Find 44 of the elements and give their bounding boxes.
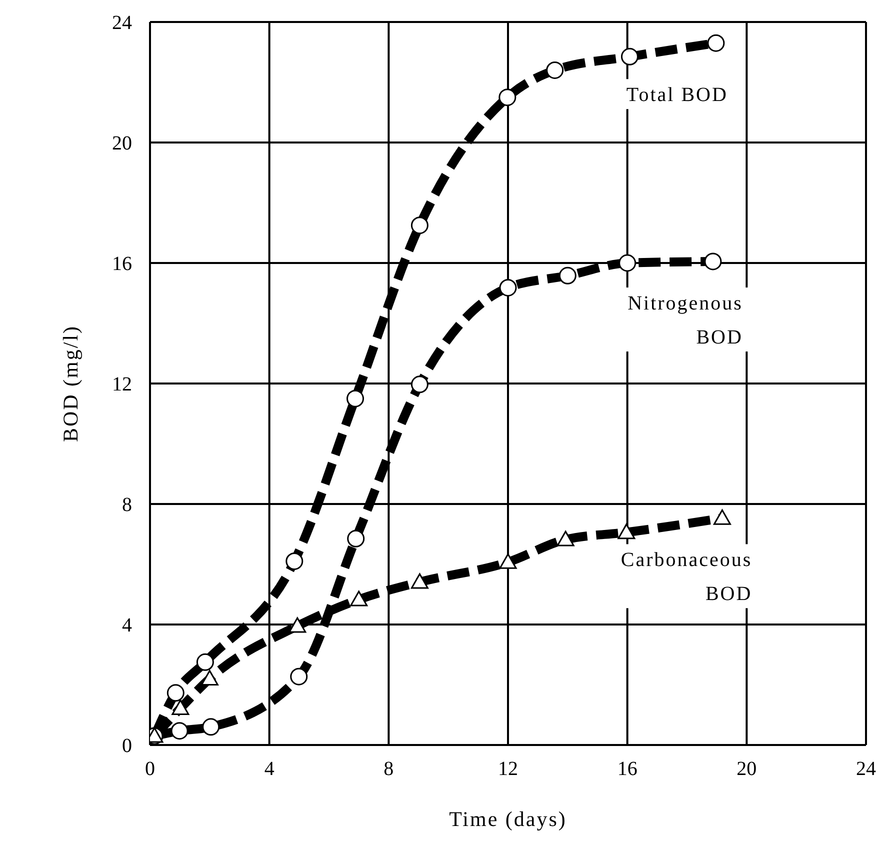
point (618, 524, 636, 540)
y-tick-label: 8 (122, 494, 132, 516)
y-axis-title: BOD (mg/l) (58, 324, 82, 442)
y-tick-label: 12 (112, 374, 132, 396)
point (196, 653, 214, 671)
point (346, 390, 364, 408)
x-tick-label: 12 (498, 758, 518, 780)
x-tick-label: 8 (384, 758, 394, 780)
x-tick-label: 16 (617, 758, 638, 780)
point (499, 553, 517, 569)
y-tick-label: 16 (112, 253, 132, 276)
point (556, 530, 574, 546)
point (290, 668, 308, 686)
point (704, 252, 722, 270)
x-axis-title: Time (days) (449, 807, 567, 831)
y-tick-label: 24 (112, 12, 132, 34)
point (499, 278, 517, 296)
point (558, 266, 576, 284)
point (347, 530, 365, 548)
series-label: Carbonaceous BOD (620, 549, 752, 606)
point (498, 88, 516, 106)
point (288, 617, 306, 633)
y-tick-label: 20 (112, 132, 132, 155)
series-label: Total BOD (626, 84, 728, 106)
y-tick-label: 4 (122, 614, 132, 637)
point (410, 376, 428, 394)
x-tick-label: 20 (736, 758, 757, 780)
point (170, 722, 188, 740)
series-label: Nitrogenous BOD (628, 292, 743, 348)
point (166, 684, 184, 702)
point (620, 48, 638, 66)
point (410, 573, 428, 589)
point (713, 509, 731, 525)
point (618, 254, 636, 272)
x-tick-label: 4 (264, 758, 274, 780)
point (546, 61, 564, 79)
point (350, 590, 368, 606)
y-tick-label: 0 (122, 735, 132, 758)
x-tick-label: 24 (856, 758, 876, 780)
point (286, 552, 304, 570)
point (172, 700, 190, 715)
point (410, 216, 428, 234)
x-tick-label: 0 (145, 758, 155, 780)
point (202, 718, 220, 736)
